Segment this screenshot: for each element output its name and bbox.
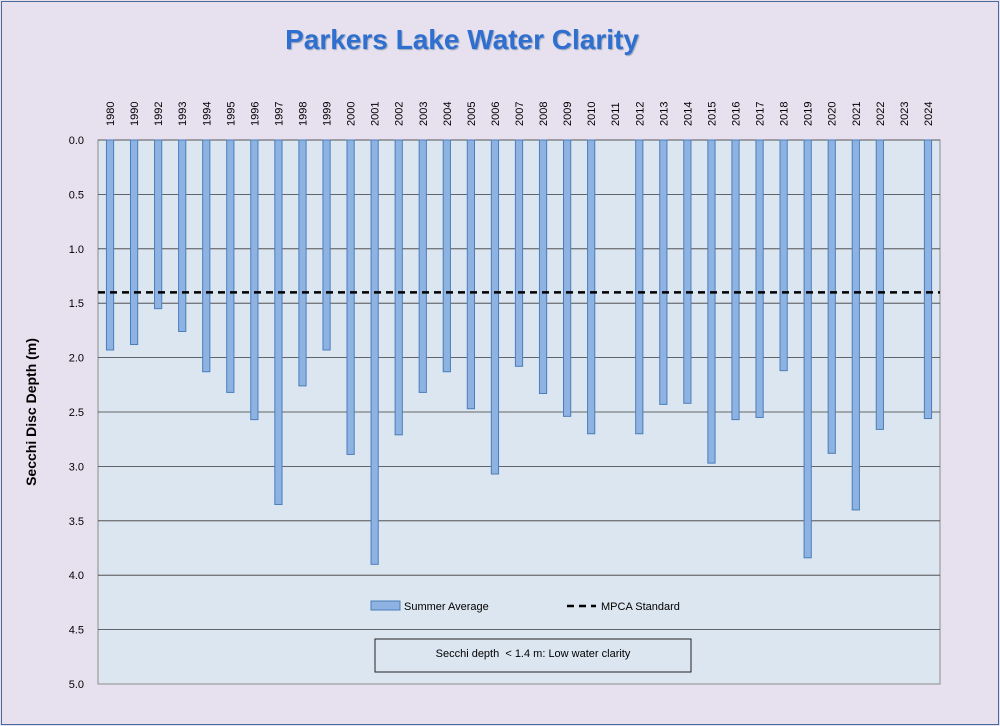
- bar-1994: [202, 139, 211, 373]
- bar-2000: [346, 139, 355, 455]
- annotation-text: Secchi depth < 1.4 m: Low water clarity: [436, 648, 631, 660]
- bar-2015: [707, 139, 716, 464]
- y-tick-label: 0.0: [69, 135, 84, 147]
- bar-1993: [178, 139, 187, 332]
- bar-2017: [755, 139, 764, 418]
- x-tick-label: 1994: [201, 102, 213, 126]
- x-tick-label: 2003: [418, 102, 430, 126]
- bar-2003: [418, 139, 427, 393]
- x-tick-label: 2022: [875, 102, 887, 126]
- y-tick-label: 4.0: [69, 570, 84, 582]
- x-tick-label: 2017: [755, 102, 767, 126]
- bar-1999: [322, 139, 331, 351]
- x-tick-label: 2001: [370, 102, 382, 126]
- bar-2012: [635, 139, 644, 435]
- x-tick-label: 2020: [827, 102, 839, 126]
- bar-2020: [827, 139, 836, 454]
- x-tick-label: 2011: [610, 102, 622, 126]
- x-tick-label: 1992: [153, 102, 165, 126]
- bar-2002: [394, 139, 403, 436]
- y-tick-label: 4.5: [69, 625, 84, 637]
- bar-1997: [274, 139, 283, 505]
- x-tick-label: 1999: [322, 102, 334, 126]
- bar-2018: [779, 139, 788, 372]
- x-tick-label: 2004: [442, 102, 454, 126]
- x-tick-label: 2008: [538, 102, 550, 126]
- bar-1995: [226, 139, 235, 393]
- x-tick-label: 2009: [562, 102, 574, 126]
- legend-label-summer-average: Summer Average: [404, 601, 489, 613]
- y-axis-label: Secchi Disc Depth (m): [23, 338, 39, 486]
- y-tick-label: 2.0: [69, 353, 84, 365]
- grid-lines: [98, 139, 940, 630]
- legend: Summer Average MPCA Standard: [370, 600, 680, 613]
- bar-1998: [298, 139, 307, 387]
- x-tick-label: 2018: [779, 102, 791, 126]
- x-tick-label: 1990: [129, 102, 141, 126]
- x-tick-label: 1998: [297, 102, 309, 126]
- x-tick-label: 2007: [514, 102, 526, 126]
- x-tick-label: 1993: [177, 102, 189, 126]
- x-tick-label: 2000: [346, 102, 358, 126]
- x-tick-label: 2006: [490, 102, 502, 126]
- x-tick-label: 1997: [273, 102, 285, 126]
- legend-label-mpca-standard: MPCA Standard: [601, 601, 680, 613]
- x-tick-label: 2005: [466, 102, 478, 126]
- bar-2019: [803, 139, 812, 559]
- bar-1980: [105, 139, 115, 351]
- bar-1992: [154, 139, 163, 310]
- y-tick-label: 1.5: [69, 298, 84, 310]
- y-tick-label: 3.5: [69, 516, 84, 528]
- bar-2022: [875, 139, 884, 430]
- y-tick-label: 1.0: [69, 244, 84, 256]
- bar-2001: [370, 139, 379, 565]
- x-tick-label: 1980: [105, 102, 117, 126]
- x-tick-label: 2016: [731, 102, 743, 126]
- bar-2005: [466, 139, 475, 410]
- annotation-box: Secchi depth < 1.4 m: Low water clarity: [374, 638, 692, 673]
- y-tick-label: 2.5: [69, 407, 84, 419]
- x-tick-label: 2012: [634, 102, 646, 126]
- bar-2013: [659, 139, 668, 405]
- x-tick-label: 2023: [899, 102, 911, 126]
- bar-1996: [250, 139, 259, 421]
- bar-2004: [442, 139, 451, 373]
- x-tick-label: 2024: [923, 102, 935, 126]
- x-tick-label: 2013: [658, 102, 670, 126]
- bar-2024: [923, 139, 933, 420]
- x-tick-label: 2015: [706, 102, 718, 126]
- x-tick-label: 1995: [225, 102, 237, 126]
- x-tick-label: 2002: [394, 102, 406, 126]
- bar-2014: [683, 139, 692, 404]
- x-tick-label: 2021: [851, 102, 863, 126]
- x-tick-labels: 1980 1990 1992 1993 1994 1995 1996 1997 1998 1999…: [105, 102, 935, 126]
- x-tick-label: 2019: [803, 102, 815, 126]
- bar-2016: [731, 139, 740, 421]
- y-tick-label: 3.0: [69, 461, 84, 473]
- legend-swatch-summer-average: [370, 600, 401, 611]
- y-tick-label: 0.5: [69, 189, 84, 201]
- bar-2007: [514, 139, 524, 367]
- x-tick-label: 1996: [249, 102, 261, 126]
- x-tick-label: 2010: [586, 102, 598, 126]
- bar-2021: [851, 139, 860, 511]
- bar-2008: [538, 139, 548, 395]
- y-tick-label: 5.0: [69, 679, 84, 691]
- bar-1990: [129, 139, 139, 346]
- bar-2009: [563, 139, 572, 417]
- x-tick-label: 2014: [682, 102, 694, 126]
- bar-2006: [490, 139, 500, 475]
- bar-2010: [587, 139, 596, 435]
- bars: [105, 139, 933, 565]
- chart-title: Parkers Lake Water Clarity: [285, 24, 639, 55]
- y-tick-labels: 0.0 0.5 1.0 1.5 2.0 2.5 3.0 3.5 4.0 4.5 5.0: [69, 135, 84, 691]
